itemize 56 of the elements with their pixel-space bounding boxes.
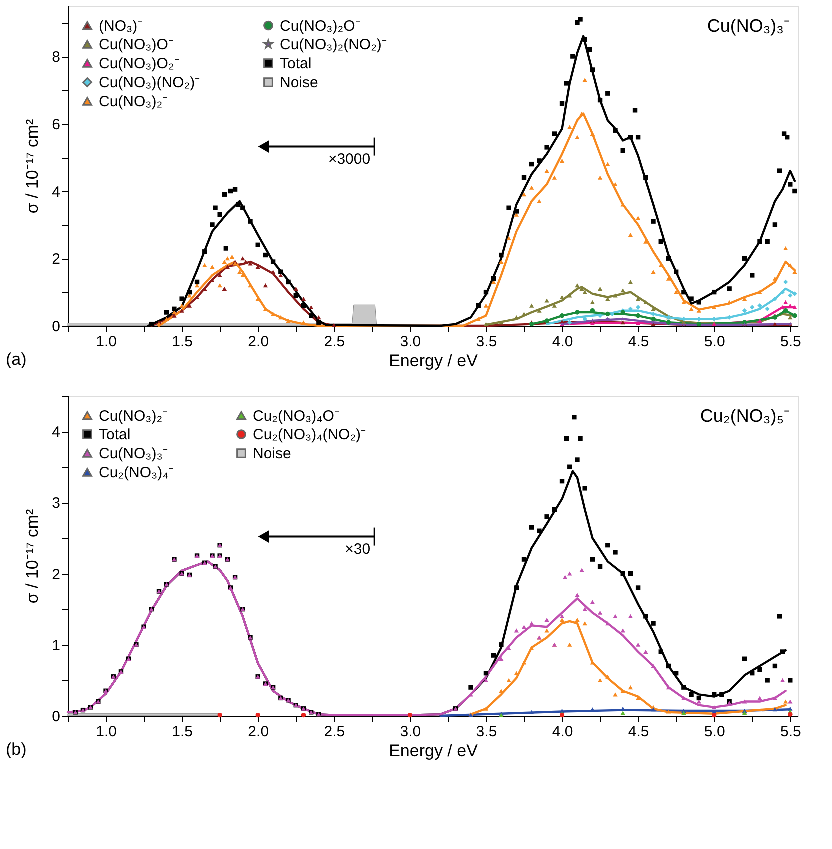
x-tick-label: 3.0 bbox=[400, 334, 422, 350]
x-tick-label: 3.0 bbox=[400, 724, 422, 740]
legend-label: Cu(NO₃)₂⁻ bbox=[99, 408, 168, 425]
y-tick-label: 0 bbox=[52, 318, 60, 336]
x-tick-label: 1.5 bbox=[172, 724, 193, 740]
legend-label: Noise bbox=[280, 74, 318, 92]
x-tick-label: 3.5 bbox=[476, 334, 498, 350]
text: Cu(NO₃)₃⁻ bbox=[707, 16, 790, 36]
x-tick-label: 3.5 bbox=[476, 724, 498, 740]
legend-label: Total bbox=[280, 56, 312, 72]
y-axis-title: σ / 10⁻¹⁷ cm² bbox=[23, 508, 42, 604]
y-tick-label: 3 bbox=[52, 495, 60, 512]
x-tick-label: 5.5 bbox=[780, 724, 802, 740]
legend-label: Cu₂(NO₃)₄O⁻ bbox=[253, 408, 340, 425]
text: (b) bbox=[6, 740, 27, 759]
text: Cu₂(NO₃)₅⁻ bbox=[700, 406, 790, 426]
legend-label: Cu(NO₃)O₂⁻ bbox=[99, 56, 180, 72]
legend-label: Cu(NO₃)₂⁻ bbox=[99, 94, 168, 110]
x-tick-label: 2.5 bbox=[324, 334, 346, 350]
x-tick-label: 2.5 bbox=[324, 724, 346, 740]
legend-label: Cu₂(NO₃)₄(NO₂)⁻ bbox=[253, 426, 366, 444]
legend-label: Cu(NO₃)O⁻ bbox=[99, 36, 174, 54]
annotation: ×30 bbox=[345, 540, 371, 558]
y-tick-label: 4 bbox=[52, 424, 60, 442]
x-tick-label: 2.0 bbox=[248, 724, 270, 740]
annotation: ×3000 bbox=[328, 150, 371, 168]
y-tick-label: 2 bbox=[52, 566, 60, 584]
legend-label: Cu(NO₃)₂O⁻ bbox=[280, 18, 360, 35]
x-tick-label: 1.5 bbox=[172, 334, 193, 350]
legend-label: Total bbox=[99, 426, 131, 444]
legend-label: (NO₃)⁻ bbox=[99, 18, 143, 35]
y-tick-label: 4 bbox=[52, 184, 60, 201]
x-tick-label: 4.0 bbox=[552, 724, 574, 740]
x-axis-title: Energy / eV bbox=[389, 742, 479, 760]
legend-label: Cu₂(NO₃)₄⁻ bbox=[99, 464, 174, 482]
x-tick-label: 1.0 bbox=[96, 724, 117, 740]
x-tick-label: 1.0 bbox=[96, 334, 117, 350]
text: (a) bbox=[6, 350, 27, 369]
x-tick-label: 5.5 bbox=[780, 334, 802, 350]
x-tick-label: 4.5 bbox=[628, 334, 650, 350]
y-tick-label: 8 bbox=[52, 49, 60, 66]
x-tick-label: 4.5 bbox=[628, 724, 650, 740]
x-tick-label: 2.0 bbox=[248, 334, 270, 350]
y-tick-label: 6 bbox=[52, 116, 60, 134]
legend-label: Noise bbox=[253, 446, 292, 462]
x-axis-title: Energy / eV bbox=[389, 352, 479, 370]
y-axis-title: σ / 10⁻¹⁷ cm² bbox=[23, 118, 42, 214]
legend-label: Cu(NO₃)₃⁻ bbox=[99, 446, 168, 462]
x-tick-label: 4.0 bbox=[552, 334, 574, 350]
x-tick-label: 5.0 bbox=[704, 724, 726, 740]
y-tick-label: 0 bbox=[52, 708, 60, 726]
y-tick-label: 1 bbox=[52, 637, 60, 654]
y-tick-label: 2 bbox=[52, 251, 60, 268]
legend-label: Cu(NO₃)₂(NO₂)⁻ bbox=[280, 36, 387, 54]
legend-label: Cu(NO₃)(NO₂)⁻ bbox=[99, 74, 200, 92]
x-tick-label: 5.0 bbox=[704, 334, 726, 350]
